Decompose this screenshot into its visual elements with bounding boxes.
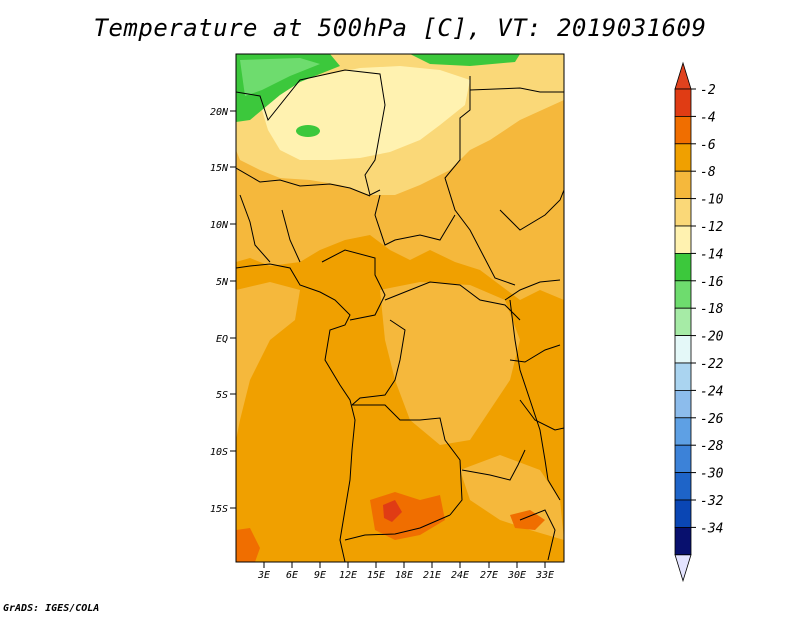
lon-label: 15E	[367, 570, 385, 581]
border-line	[499, 189, 564, 231]
colorbar-swatch	[674, 252, 692, 282]
colorbar-label: -24	[700, 384, 723, 399]
colorbar-swatch	[674, 170, 692, 199]
colorbar-label: -8	[700, 165, 716, 180]
lon-label: 30E	[507, 570, 526, 581]
border-line	[509, 344, 561, 363]
colorbar-swatch	[674, 198, 692, 227]
temperature-field	[236, 54, 564, 562]
border-line	[444, 76, 516, 286]
colorbar-label: -14	[700, 247, 723, 262]
field-patch-green-dark	[240, 58, 320, 96]
lon-label: 21E	[423, 570, 441, 581]
border-line	[519, 509, 556, 561]
lon-label: 9E	[314, 570, 326, 581]
border-line	[374, 194, 456, 246]
lon-label: 27E	[480, 570, 498, 581]
colorbar-label: -20	[700, 330, 724, 345]
lat-label: 15S	[210, 504, 228, 515]
field-band-pale	[262, 66, 470, 160]
colorbar-label: -30	[700, 467, 724, 482]
colorbar-swatch	[674, 362, 692, 391]
colorbar-label: -18	[700, 302, 724, 317]
colorbar-swatch	[674, 417, 692, 446]
colorbar-swatch	[674, 527, 692, 556]
field-patch-coast	[236, 282, 300, 440]
lat-label: 20N	[210, 107, 229, 118]
border-line	[236, 69, 386, 196]
colorbar-label: -4	[700, 110, 716, 125]
lon-label: 33E	[535, 570, 554, 581]
border-line	[351, 319, 406, 406]
border-line	[236, 167, 371, 197]
country-borders	[236, 69, 564, 562]
map-frame	[235, 53, 565, 563]
lat-label: EQ	[216, 334, 228, 345]
lon-label: 3E	[257, 570, 270, 581]
lat-label: 10S	[210, 447, 228, 458]
border-line	[236, 263, 356, 562]
colorbar-label: -22	[700, 357, 724, 372]
border-line	[344, 514, 451, 541]
border-line	[352, 404, 463, 516]
colorbar-swatch	[674, 307, 692, 337]
page-title: Temperature at 500hPa [C], VT: 201903160…	[93, 14, 707, 42]
field-patch-warm-sw	[236, 528, 260, 562]
field-band-green-n	[410, 54, 520, 66]
credit-label: GrADS: IGES/COLA	[3, 603, 100, 614]
colorbar-label: -26	[700, 412, 724, 427]
colorbar: -2 -4 -6 -8 -10 -12 -14 -16 -18 -20 -22 -24 -26 -28 -3…	[674, 61, 724, 583]
colorbar-label: -2	[700, 83, 716, 98]
lat-label: 5S	[216, 390, 228, 401]
colorbar-swatch	[674, 499, 692, 528]
border-line	[281, 209, 301, 263]
lon-label: 18E	[395, 570, 413, 581]
lat-label: 5N	[216, 277, 229, 288]
lon-label: 24E	[451, 570, 469, 581]
field-patch-congo	[380, 282, 520, 445]
colorbar-swatch	[674, 143, 692, 172]
lon-axis: 3E 6E 9E 12E 15E 18E 21E 24E 27E 30E 33E	[257, 562, 554, 581]
border-line	[384, 281, 521, 321]
border-line	[321, 249, 386, 321]
colorbar-swatch	[674, 116, 692, 145]
lon-label: 6E	[286, 570, 298, 581]
colorbar-label: -10	[700, 193, 724, 208]
colorbar-swatch	[674, 389, 692, 419]
colorbar-label: -12	[700, 220, 724, 235]
lat-label: 10N	[210, 220, 229, 231]
colorbar-label: -34	[700, 521, 723, 536]
border-line	[469, 87, 564, 93]
colorbar-top-arrow	[674, 61, 692, 90]
border-line	[509, 299, 561, 501]
colorbar-swatch	[674, 444, 692, 474]
border-line	[239, 194, 271, 263]
colorbar-label: -32	[700, 494, 724, 509]
lat-axis: 20N 15N 10N 5N EQ 5S 10S 15S	[210, 107, 236, 515]
border-line	[519, 399, 564, 431]
colorbar-swatch	[674, 225, 692, 254]
colorbar-swatch	[674, 280, 692, 309]
field-patch-warm-se	[510, 510, 545, 530]
colorbar-swatch	[674, 88, 692, 117]
field-patch-hot	[383, 500, 402, 522]
colorbar-label: -6	[700, 138, 716, 153]
field-patch-green-small	[296, 125, 320, 137]
colorbar-swatch	[674, 335, 692, 364]
border-line	[504, 279, 561, 301]
lat-label: 15N	[210, 163, 229, 174]
colorbar-bottom-arrow	[674, 554, 692, 583]
border-line	[461, 449, 526, 481]
colorbar-swatch	[674, 472, 692, 501]
colorbar-label: -16	[700, 275, 724, 290]
colorbar-label: -28	[700, 439, 724, 454]
lon-label: 12E	[339, 570, 357, 581]
